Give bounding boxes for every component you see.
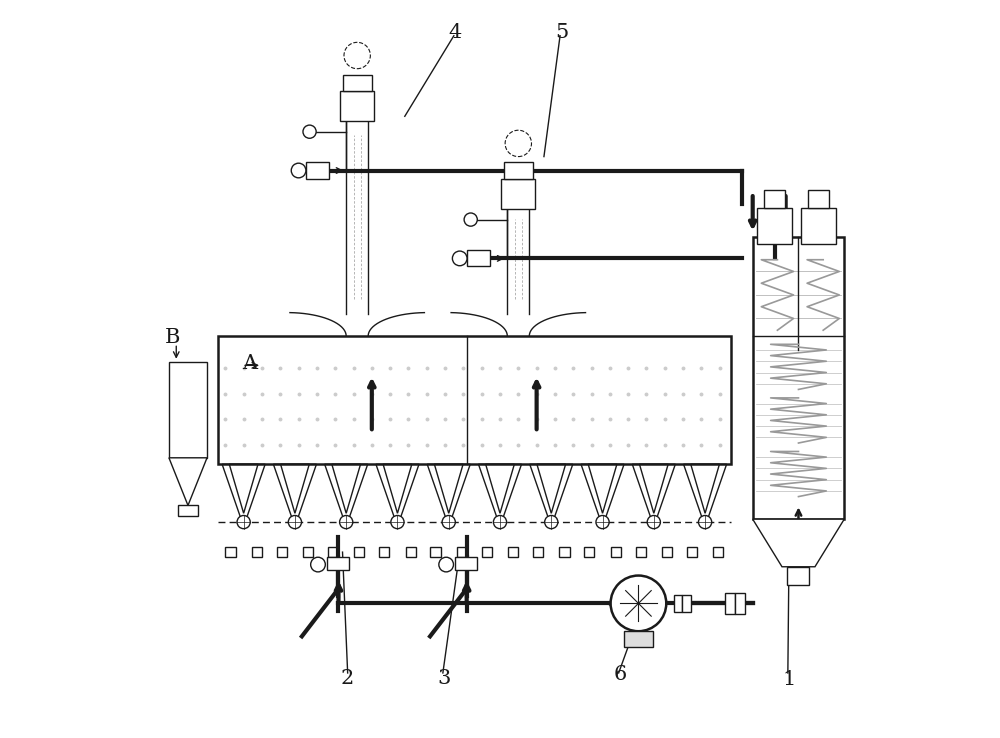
Bar: [764, 190, 785, 208]
Circle shape: [493, 515, 507, 528]
Polygon shape: [169, 458, 207, 506]
Bar: [584, 547, 594, 557]
Bar: [624, 631, 653, 647]
Bar: [406, 547, 416, 557]
Bar: [801, 208, 836, 244]
Circle shape: [303, 125, 316, 138]
Circle shape: [698, 515, 712, 528]
Bar: [343, 75, 372, 91]
Circle shape: [442, 515, 455, 528]
Bar: [757, 208, 792, 244]
Bar: [455, 557, 477, 570]
Circle shape: [596, 515, 609, 528]
Text: 2: 2: [340, 669, 354, 688]
Text: 6: 6: [614, 665, 627, 684]
Circle shape: [391, 515, 404, 528]
Text: A: A: [242, 354, 257, 373]
Bar: [674, 595, 682, 613]
Bar: [277, 547, 287, 557]
Circle shape: [340, 515, 353, 528]
Circle shape: [291, 163, 306, 178]
Circle shape: [452, 251, 467, 266]
Bar: [533, 547, 543, 557]
Text: 3: 3: [438, 669, 451, 688]
Bar: [252, 547, 262, 557]
Bar: [225, 547, 236, 557]
Bar: [808, 190, 829, 208]
Circle shape: [464, 213, 477, 226]
Bar: [340, 91, 374, 122]
Bar: [467, 250, 490, 266]
Bar: [178, 505, 198, 517]
Bar: [662, 547, 672, 557]
Bar: [303, 547, 313, 557]
Circle shape: [545, 515, 558, 528]
Circle shape: [311, 557, 325, 572]
Text: 1: 1: [782, 670, 795, 689]
Bar: [682, 595, 691, 613]
Bar: [725, 593, 735, 613]
Bar: [354, 547, 364, 557]
Bar: [306, 162, 329, 179]
Bar: [430, 547, 441, 557]
Bar: [328, 547, 338, 557]
Bar: [713, 547, 723, 557]
Bar: [169, 362, 207, 458]
Circle shape: [647, 515, 660, 528]
Bar: [218, 336, 731, 464]
Text: B: B: [165, 328, 180, 348]
Polygon shape: [753, 519, 844, 567]
Bar: [508, 547, 518, 557]
Bar: [636, 547, 646, 557]
Text: 5: 5: [555, 23, 568, 42]
Bar: [379, 547, 389, 557]
Circle shape: [288, 515, 302, 528]
Bar: [687, 547, 697, 557]
Bar: [559, 547, 570, 557]
Bar: [482, 547, 492, 557]
Bar: [787, 567, 809, 585]
Text: 4: 4: [449, 23, 462, 42]
Bar: [735, 593, 745, 613]
Bar: [504, 162, 533, 179]
Circle shape: [237, 515, 250, 528]
Bar: [501, 179, 535, 210]
Bar: [327, 557, 349, 570]
Bar: [753, 237, 844, 519]
Bar: [611, 547, 621, 557]
Bar: [457, 547, 467, 557]
Circle shape: [611, 576, 666, 631]
Circle shape: [439, 557, 453, 572]
